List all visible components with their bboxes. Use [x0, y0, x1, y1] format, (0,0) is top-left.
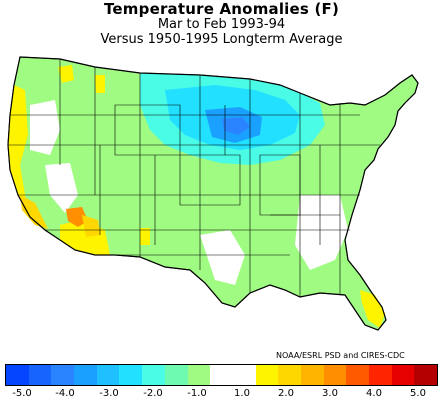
legend-swatch-13	[300, 365, 324, 385]
legend-ticks: -5.0 -4.0 -3.0 -2.0 -1.0 1.0 2.0 3.0 4.0 5.0	[0, 388, 443, 400]
legend-swatch-6	[142, 365, 165, 385]
anomaly-region-yellow-idaho	[95, 75, 105, 93]
color-legend	[5, 364, 438, 386]
legend-swatch-11	[255, 365, 279, 385]
legend-tick-label: 2.0	[278, 388, 294, 399]
anomaly-region-yellow-florida	[360, 290, 385, 328]
legend-swatch-0	[6, 365, 29, 385]
legend-tick-label: 5.0	[410, 388, 426, 399]
legend-tick-label: -1.0	[187, 388, 207, 399]
map-title: Temperature Anomalies (F)	[103, 0, 340, 18]
legend-swatch-7	[164, 365, 188, 385]
anomaly-region-orange-arizona	[66, 207, 88, 227]
anomaly-region-gold-arizona	[82, 215, 100, 237]
anomaly-region-deepblue	[222, 117, 250, 135]
map-subtitle-2: Versus 1950-1995 Longterm Average	[100, 32, 343, 47]
anomaly-region-yellow-westcoast	[8, 85, 30, 217]
legend-swatch-12	[278, 365, 301, 385]
anomaly-region-yellow-newmexico	[140, 228, 150, 245]
legend-swatch-2	[51, 365, 75, 385]
anomaly-region-normal-nevada	[45, 163, 78, 213]
map-subtitle: Mar to Feb 1993-94	[157, 17, 286, 32]
legend-swatch-17	[391, 365, 415, 385]
anomaly-region-normal-northwest	[30, 100, 60, 155]
legend-tick-label: -4.0	[55, 388, 75, 399]
us-outline	[7, 56, 419, 331]
state-borders	[8, 59, 380, 297]
legend-tick-label: -2.0	[143, 388, 163, 399]
legend-swatch-5	[119, 365, 143, 385]
anomaly-region-normal-south	[200, 230, 245, 285]
legend-tick-label: -3.0	[99, 388, 119, 399]
legend-swatch-14	[323, 365, 347, 385]
anomaly-region-gold-california	[20, 195, 48, 229]
us-anomaly-map	[7, 56, 419, 331]
legend-swatch-4	[96, 365, 120, 385]
legend-swatch-9	[210, 365, 233, 385]
anomaly-region-yellow-washington	[58, 65, 74, 83]
legend-tick-label: 1.0	[234, 388, 250, 399]
legend-swatch-3	[74, 365, 97, 385]
legend-swatch-18	[414, 365, 438, 385]
legend-swatch-1	[28, 365, 52, 385]
legend-tick-label: 4.0	[366, 388, 382, 399]
anomaly-region-normal-southeast	[295, 195, 348, 270]
legend-tick-label: 3.0	[322, 388, 338, 399]
legend-swatch-16	[369, 365, 392, 385]
legend-swatch-10	[232, 365, 256, 385]
legend-tick-label: -5.0	[12, 388, 32, 399]
legend-swatch-15	[346, 365, 369, 385]
legend-swatch-8	[187, 365, 211, 385]
credit-text: NOAA/ESRL PSD and CIRES-CDC	[276, 351, 405, 360]
